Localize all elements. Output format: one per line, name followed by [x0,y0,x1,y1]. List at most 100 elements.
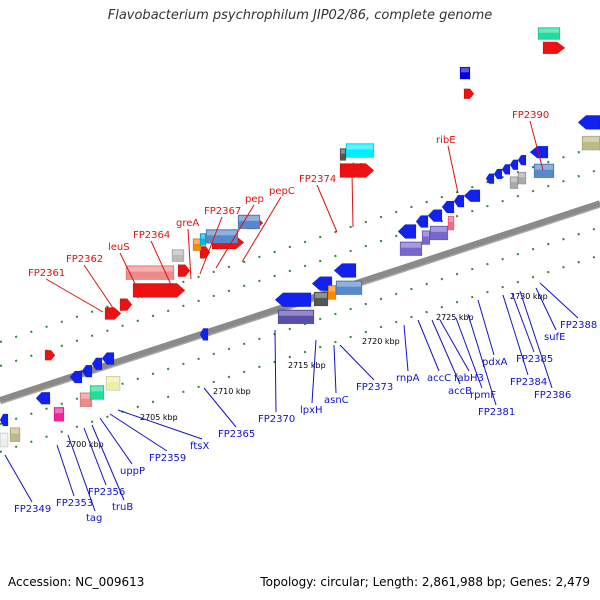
gene-feature-46 [327,285,337,300]
gene-label-bottom: FP2388 [560,320,597,331]
gene-feature-16 [237,214,261,230]
gene-label-bottom: FP2386 [534,390,571,401]
gene-highlight-18 [347,144,373,150]
gene-highlight-46 [329,286,335,292]
gene-feature-1 [119,298,133,311]
map-title: Flavobacterium psychrophilum JIP02/86, c… [107,8,493,23]
gene-feature-10 [44,349,56,361]
label-leader [351,172,354,228]
gene-feature-33 [509,159,519,170]
accession-text: Accession: NC_009613 [8,575,145,589]
gene-feature-40 [91,357,103,371]
gene-feature-47 [335,280,363,296]
gene-label-bottom: accB [448,386,472,397]
gene-feature-52 [509,176,519,189]
gene-feature-57 [89,385,105,400]
scale-ticks: 2700 kbp 2705 kbp 2710 kbp 2715 kbp 2720 kbp… [66,292,548,449]
gene-highlight-48 [401,242,421,248]
gene-highlight-56 [81,393,91,399]
label-leader [67,434,96,512]
gene-feature-44 [277,309,315,325]
gene-label-top: FP2362 [66,254,103,265]
scale-label: 2715 kbp [288,361,326,370]
gene-label-bottom: tag [86,513,102,524]
label-leader [4,454,33,503]
label-leader [439,319,470,372]
gene-label-bottom: asnC [324,395,349,406]
gene-feature-7 [339,163,375,178]
gene-feature-38 [69,370,83,384]
gene-feature-15 [205,229,239,244]
gene-feature-29 [463,189,481,203]
label-leader [431,319,461,385]
label-leader [529,120,544,171]
gene-label-bottom: accC [427,373,451,384]
gene-label-bottom: FP2385 [516,354,553,365]
gene-highlight-52 [511,177,517,182]
gene-feature-14 [199,233,207,246]
gene-feature-39 [81,364,93,378]
gene-feature-49 [421,230,431,245]
gene-label-bottom: FP2365 [218,429,255,440]
gene-label-bottom: ftsX [190,441,209,452]
gene-label-top: pepC [269,186,295,197]
gene-feature-37 [35,391,51,405]
gene-highlight-61 [1,434,7,439]
gene-label-top: FP2364 [133,230,170,241]
gene-label-top: FP2390 [512,110,549,121]
scale-label: 2710 kbp [213,387,251,396]
label-leader [99,417,133,465]
gene-feature-13 [192,238,202,251]
gene-label-bottom: FP2384 [510,377,547,388]
gene-highlight-19 [539,28,559,33]
gene-feature-59 [53,407,65,422]
gene-feature-8 [463,88,475,100]
gene-highlight-45 [315,293,327,298]
gene-feature-42 [199,328,209,341]
gene-label-top: pep [245,194,264,205]
gene-label-bottom: FP2381 [478,407,515,418]
label-leader [311,339,317,404]
gene-label-bottom: FP2349 [14,504,51,515]
scale-label: 2725 kbp [436,313,474,322]
label-leader [203,387,237,428]
gene-label-bottom: FP2359 [149,453,186,464]
gene-feature-55 [581,135,600,151]
gene-feature-45 [313,291,329,307]
gene-label-bottom: FP2356 [88,487,125,498]
gene-feature-26 [427,209,443,222]
gene-feature-34 [517,154,527,166]
gene-feature-17 [339,148,347,161]
label-leader [455,317,483,389]
gene-label-top: FP2361 [28,268,65,279]
gene-label-bottom: FP2373 [356,382,393,393]
label-leader [91,424,125,501]
gene-label-top: pckA [340,162,365,173]
gene-label-bottom: rpmF [470,390,496,401]
gene-feature-23 [333,263,357,278]
label-leader [519,290,553,389]
gene-feature-11 [125,265,175,280]
scale-label: 2730 kbp [510,292,548,301]
gene-feature-41 [101,352,115,365]
gene-label-top: ribE [436,135,456,146]
label-leader [403,324,409,372]
gene-label-top: FP2374 [299,174,336,185]
label-leader [467,313,497,406]
label-leader [199,216,223,275]
label-leader [477,299,495,356]
label-leader [502,294,529,376]
gene-highlight-20 [461,68,469,73]
gene-label-bottom: uppP [120,466,145,477]
gene-highlight-44 [279,310,313,316]
gene-label-bottom: fabH3 [454,373,484,384]
gene-highlight-59 [55,408,63,414]
gene-feature-18 [345,143,375,158]
gene-highlight-60 [11,428,19,434]
gene-feature-61 [0,432,9,448]
gene-label-bottom: sufE [544,332,565,343]
gene-highlight-15 [207,230,237,236]
gene-highlight-50 [431,226,447,232]
label-leader [83,427,107,486]
